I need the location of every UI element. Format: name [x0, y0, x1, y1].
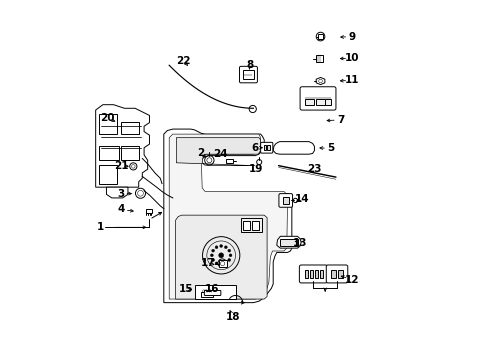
Bar [241, 219, 262, 232]
Circle shape [215, 246, 218, 249]
Text: 9: 9 [348, 32, 355, 41]
Text: 4: 4 [117, 204, 124, 215]
Bar [316, 99, 325, 105]
FancyBboxPatch shape [260, 142, 272, 153]
Circle shape [224, 262, 227, 265]
Circle shape [227, 258, 230, 261]
Text: 23: 23 [306, 164, 321, 174]
Text: 1: 1 [97, 222, 104, 232]
Circle shape [227, 249, 230, 252]
Bar [195, 285, 236, 299]
FancyBboxPatch shape [278, 194, 292, 207]
Text: 3: 3 [117, 189, 124, 199]
Bar [243, 70, 253, 79]
Circle shape [219, 263, 222, 266]
Circle shape [215, 262, 218, 265]
Bar [283, 197, 288, 204]
Bar [280, 239, 297, 246]
FancyBboxPatch shape [239, 66, 257, 83]
Bar [330, 270, 335, 278]
Text: 8: 8 [246, 59, 253, 69]
Text: 12: 12 [344, 275, 359, 285]
Text: 18: 18 [225, 312, 240, 322]
Polygon shape [276, 236, 301, 248]
Polygon shape [175, 215, 266, 299]
FancyBboxPatch shape [204, 291, 221, 296]
Bar [314, 270, 318, 278]
Bar [145, 210, 152, 213]
Polygon shape [316, 77, 324, 85]
Text: 22: 22 [176, 56, 190, 66]
Text: 10: 10 [344, 53, 359, 63]
Circle shape [219, 244, 222, 247]
Text: 19: 19 [248, 164, 263, 174]
Bar [121, 146, 139, 160]
Circle shape [228, 254, 231, 257]
Polygon shape [176, 138, 260, 166]
Circle shape [224, 246, 227, 249]
Text: 7: 7 [337, 115, 345, 125]
Bar [99, 146, 119, 160]
Circle shape [210, 254, 213, 257]
Circle shape [218, 253, 223, 258]
Text: 24: 24 [212, 149, 227, 159]
Bar [309, 270, 313, 278]
Text: 6: 6 [251, 143, 258, 153]
Bar [242, 221, 249, 230]
Text: 5: 5 [326, 143, 333, 153]
Polygon shape [163, 129, 291, 303]
Polygon shape [96, 105, 149, 187]
Polygon shape [106, 187, 128, 198]
FancyBboxPatch shape [325, 265, 347, 283]
Text: 11: 11 [344, 75, 359, 85]
Bar [99, 114, 117, 134]
Bar [121, 122, 139, 134]
Text: 17: 17 [200, 258, 215, 268]
Bar [218, 260, 226, 267]
Polygon shape [273, 141, 314, 154]
Bar [304, 270, 308, 278]
Text: 14: 14 [294, 194, 308, 204]
Text: 15: 15 [179, 284, 193, 294]
Text: 13: 13 [292, 238, 306, 248]
Bar [305, 99, 314, 105]
Circle shape [211, 249, 214, 252]
FancyBboxPatch shape [299, 265, 326, 283]
Polygon shape [169, 134, 287, 299]
FancyBboxPatch shape [300, 87, 335, 110]
Bar [263, 145, 266, 150]
Bar [225, 159, 233, 163]
Bar [317, 35, 323, 39]
Bar [266, 145, 269, 150]
Bar [315, 55, 323, 62]
Circle shape [211, 258, 214, 261]
Text: 20: 20 [100, 113, 115, 123]
Text: 2: 2 [197, 148, 204, 158]
Bar [251, 221, 258, 230]
Bar [201, 292, 212, 297]
Bar [99, 165, 117, 184]
Bar [337, 270, 342, 278]
Bar [319, 270, 323, 278]
Bar [324, 99, 330, 105]
Text: 21: 21 [114, 161, 129, 171]
Text: 16: 16 [204, 284, 219, 294]
